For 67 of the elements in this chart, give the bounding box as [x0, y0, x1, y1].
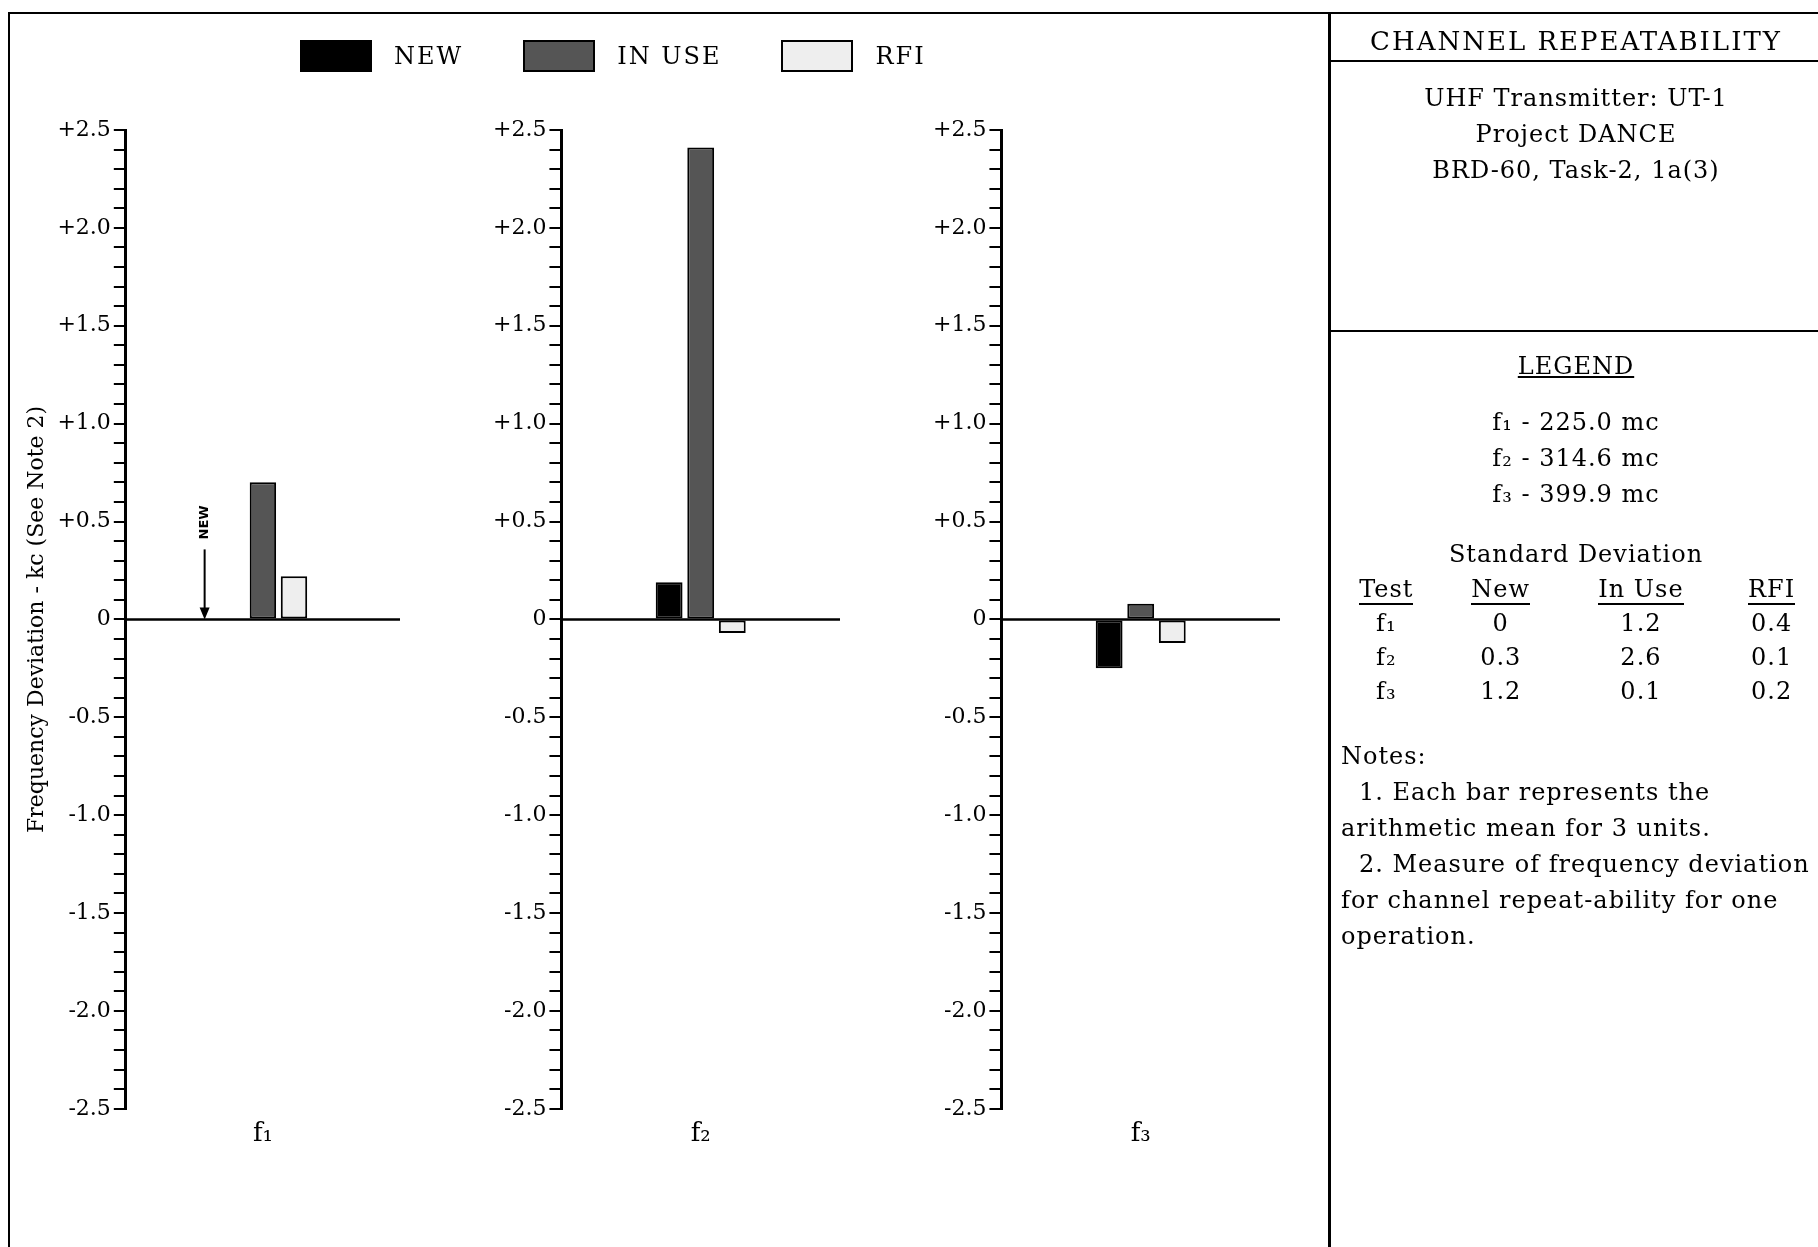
y-axis-title: Test [1359, 575, 1414, 605]
text: LEGEND [1516, 351, 1636, 382]
y-tick-label: +1.0 [57, 409, 111, 435]
data-label: 0.1 [1750, 642, 1794, 673]
y-tick-label: 0 [972, 605, 987, 631]
data-label: 0 [1491, 608, 1510, 639]
y-tick-label: f₃ [1375, 676, 1398, 707]
y-tick-label: +2.0 [933, 213, 987, 239]
y-tick-label: +2.5 [933, 115, 987, 141]
y-tick-label: -1.5 [68, 898, 111, 924]
y-tick-label: -1.5 [944, 898, 987, 924]
y-tick-label: 0 [532, 605, 547, 631]
text: f₂ - 314.6 mc [1491, 443, 1661, 474]
y-tick-label: -1.0 [944, 800, 987, 826]
data-label: 1.2 [1479, 676, 1523, 707]
chart-title: Standard Deviation [1447, 539, 1705, 570]
y-tick-label: -2.5 [944, 1094, 987, 1120]
data-label: 2.6 [1619, 642, 1663, 673]
y-tick-label: -2.5 [504, 1094, 547, 1120]
data-label: 0.2 [1750, 676, 1794, 707]
x-tick-label: f₃ [1130, 1117, 1151, 1148]
y-tick-label: f₂ [1375, 642, 1398, 673]
y-tick-label: +1.5 [933, 311, 987, 337]
text: UHF Transmitter: UT-1 Project DANCE BRD-60, Task-2, 1a(3) [1331, 80, 1818, 332]
legend-label: IN USE [617, 42, 722, 70]
y-tick-label: -2.5 [68, 1094, 111, 1120]
x-tick-label: In Use [1598, 575, 1684, 605]
text: f₁ - 225.0 mc [1491, 407, 1661, 438]
data-label: 0.1 [1619, 676, 1663, 707]
y-tick-label: -2.0 [944, 996, 987, 1022]
legend-label: NEW [394, 42, 464, 70]
y-tick-label: +1.5 [57, 311, 111, 337]
y-tick-label: +0.5 [57, 507, 111, 533]
y-tick-label: f₁ [1375, 608, 1398, 639]
y-tick-label: +2.0 [493, 213, 547, 239]
y-tick-label: +2.5 [493, 115, 547, 141]
x-tick-label: f₁ [252, 1117, 273, 1148]
text: 1. Each bar represents the arithmetic mean for 3 units. [1340, 777, 1712, 844]
annotation: NEW [196, 505, 212, 540]
y-tick-label: +1.0 [933, 409, 987, 435]
y-tick-label: -1.0 [504, 800, 547, 826]
y-tick-label: -1.0 [68, 800, 111, 826]
text: 2. Measure of frequency deviation for channel repeat-ability for one operation. [1340, 849, 1811, 952]
x-tick-label: f₂ [690, 1117, 711, 1148]
data-label: 1.2 [1619, 608, 1663, 639]
y-axis-title: Frequency Deviation - kc (See Note 2) [22, 405, 48, 833]
text: f₃ - 399.9 mc [1491, 479, 1661, 510]
y-tick-label: -0.5 [944, 703, 987, 728]
y-tick-label: +0.5 [933, 507, 987, 533]
y-tick-label: +1.5 [493, 311, 547, 337]
y-tick-label: -2.0 [504, 996, 547, 1022]
data-label: 0.3 [1479, 642, 1523, 673]
text: Notes: [1340, 741, 1428, 772]
x-tick-label: RFI [1747, 575, 1796, 605]
y-tick-label: -1.5 [504, 898, 547, 924]
text: CHANNEL REPEATABILITY [1331, 26, 1818, 62]
x-tick-label: New [1471, 575, 1531, 605]
y-tick-label: 0 [96, 605, 111, 631]
y-tick-label: +2.0 [57, 213, 111, 239]
y-tick-label: +0.5 [493, 507, 547, 533]
y-tick-label: -0.5 [504, 703, 547, 728]
legend-label: RFI [875, 42, 926, 70]
y-tick-label: -0.5 [68, 703, 111, 728]
y-tick-label: +1.0 [493, 409, 547, 435]
y-tick-label: -2.0 [68, 996, 111, 1022]
data-label: 0.4 [1750, 608, 1794, 639]
y-tick-label: +2.5 [57, 115, 111, 141]
